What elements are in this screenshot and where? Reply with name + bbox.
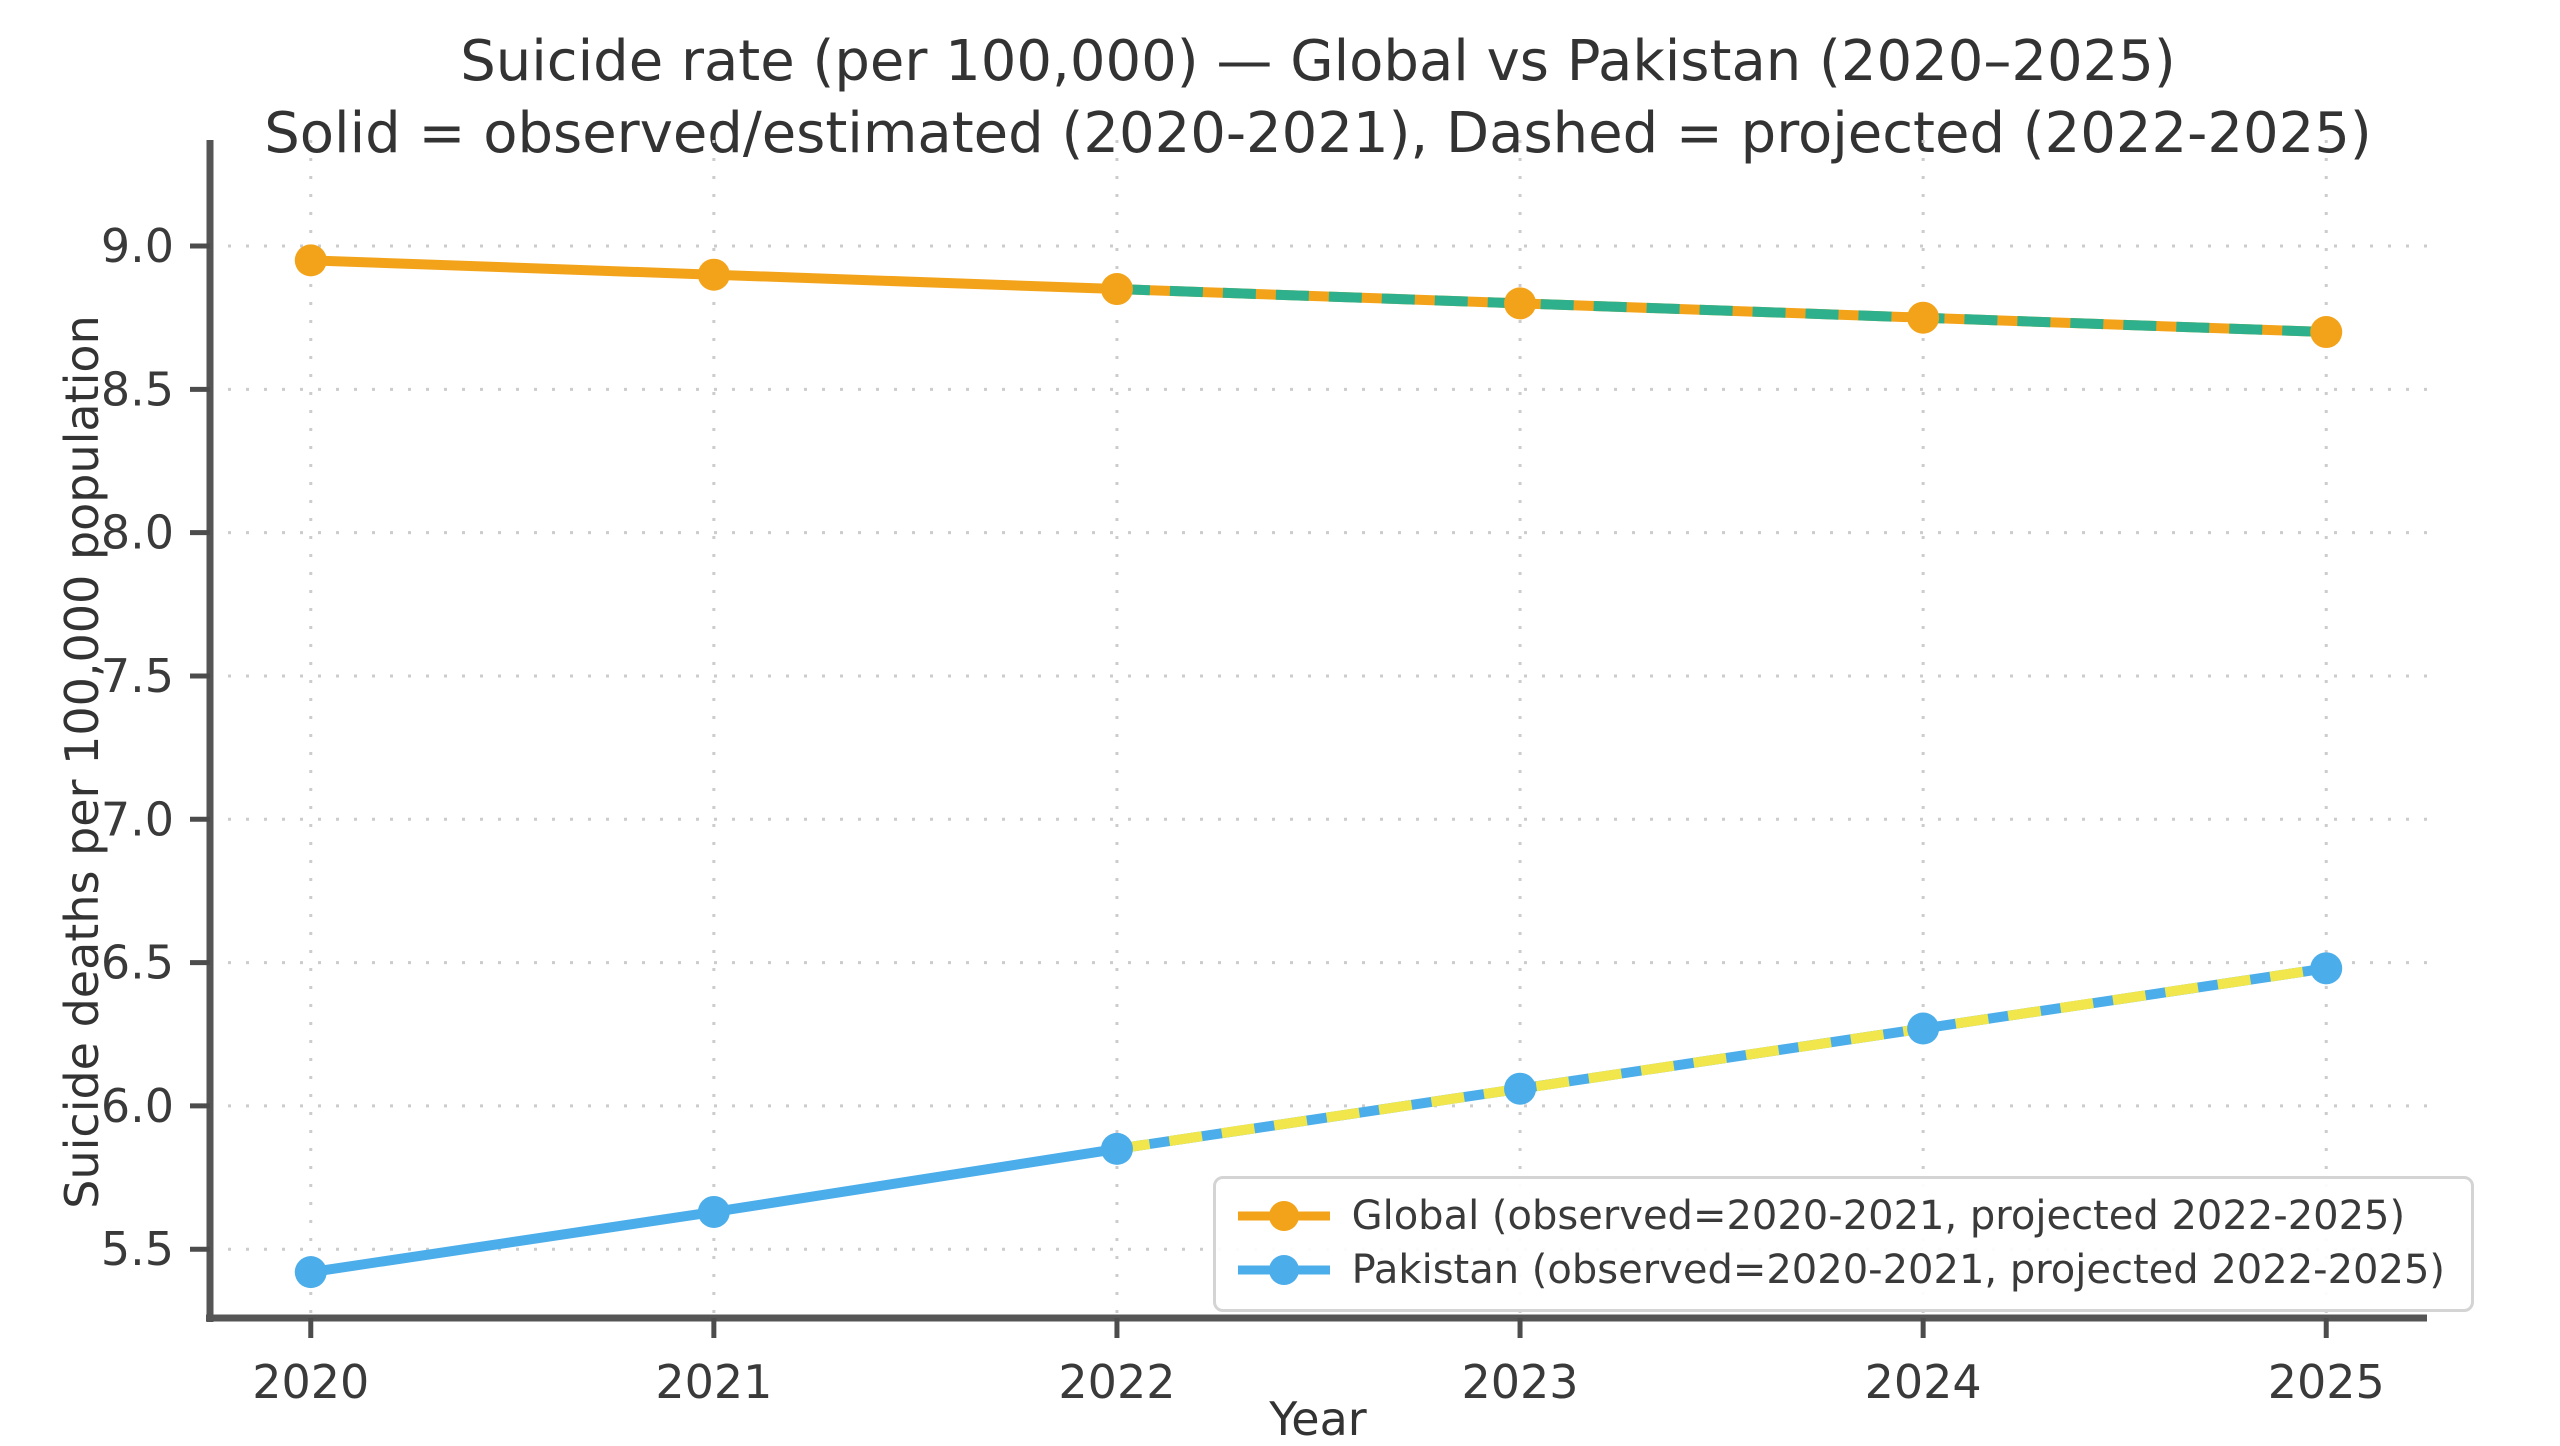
series-projected-overlay-pakistan [1116,963,2327,1154]
x-tick-label: 2022 [1058,1355,1175,1409]
data-point-pakistan [697,1195,730,1228]
y-tick-label: 6.0 [101,1079,174,1133]
y-tick-label: 8.0 [101,506,174,560]
data-point-global [1504,287,1537,320]
data-point-pakistan [1907,1012,1940,1045]
data-point-global [2310,316,2343,349]
legend-pakistan-label: Pakistan (observed=2020-2021, projected … [1351,1247,2445,1293]
data-point-global [697,258,730,291]
data-point-pakistan [1100,1132,1133,1165]
legend: Global (observed=2020-2021, projected 20… [1212,1176,2474,1312]
legend-global-dot-icon [1268,1201,1299,1231]
x-tick-label: 2021 [655,1355,772,1409]
legend-item-global: Global (observed=2020-2021, projected 20… [1234,1193,2445,1239]
data-point-pakistan [1504,1072,1537,1105]
series-projected-overlay-global [1116,284,2327,338]
chart-title: Suicide rate (per 100,000) — Global vs P… [460,29,2176,94]
legend-pakistan-line-icon [1237,1255,1330,1285]
y-tick-label: 7.5 [101,649,174,703]
legend-item-pakistan: Pakistan (observed=2020-2021, projected … [1234,1247,2445,1293]
data-point-pakistan [2310,952,2343,985]
x-tick-label: 2023 [1462,1355,1579,1409]
data-point-global [1100,273,1133,306]
data-point-global [294,244,327,277]
y-tick-label: 8.5 [101,362,174,416]
x-tick-label: 2024 [1865,1355,1982,1409]
y-tick-label: 6.5 [101,936,174,990]
y-tick-label: 9.0 [101,219,174,273]
x-tick-label: 2025 [2268,1355,2385,1409]
chart-title-block: Suicide rate (per 100,000) — Global vs P… [38,26,2560,169]
legend-pakistan-dot-icon [1268,1255,1299,1285]
y-tick-label: 5.5 [101,1222,174,1276]
data-point-pakistan [294,1256,327,1289]
legend-global-label: Global (observed=2020-2021, projected 20… [1351,1193,2406,1239]
legend-global-line-icon [1237,1201,1330,1231]
series-line-pakistan [305,963,2332,1278]
y-tick-label: 7.0 [101,792,174,846]
x-tick-label: 2020 [252,1355,369,1409]
chart-subtitle: Solid = observed/estimated (2020-2021), … [264,100,2372,166]
data-point-global [1907,301,1940,334]
x-axis-label: Year [1269,1392,1367,1446]
